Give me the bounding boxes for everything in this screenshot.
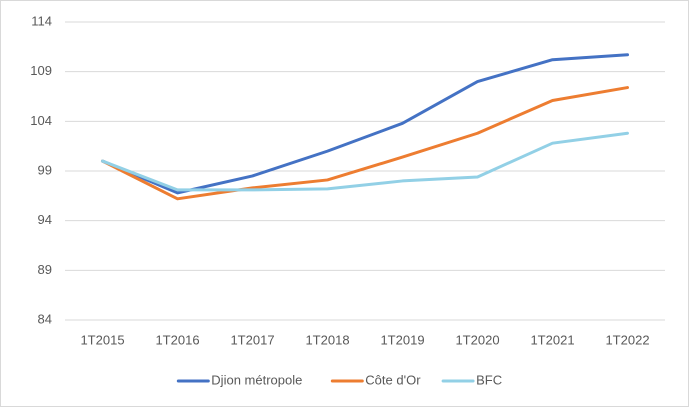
legend-label: Djion métropole [211, 372, 302, 387]
y-tick-label: 99 [38, 162, 52, 177]
y-tick-label: 114 [31, 13, 52, 28]
x-tick-label: 1T2022 [605, 332, 649, 347]
legend-label: BFC [476, 372, 502, 387]
series-line [101, 86, 629, 201]
x-tick-label: 1T2016 [155, 332, 199, 347]
legend-label: Côte d'Or [365, 372, 421, 387]
y-tick-label: 89 [38, 262, 52, 277]
x-tick-label: 1T2021 [530, 332, 574, 347]
x-tick-label: 1T2019 [380, 332, 424, 347]
y-tick-label: 104 [30, 113, 52, 128]
x-tick-label: 1T2015 [80, 332, 124, 347]
x-tick-label: 1T2017 [230, 332, 274, 347]
y-tick-label: 84 [38, 311, 52, 326]
y-tick-label: 94 [38, 212, 52, 227]
y-tick-label: 109 [30, 63, 52, 78]
x-tick-label: 1T2020 [455, 332, 499, 347]
x-tick-label: 1T2018 [305, 332, 349, 347]
series-line [101, 131, 629, 192]
